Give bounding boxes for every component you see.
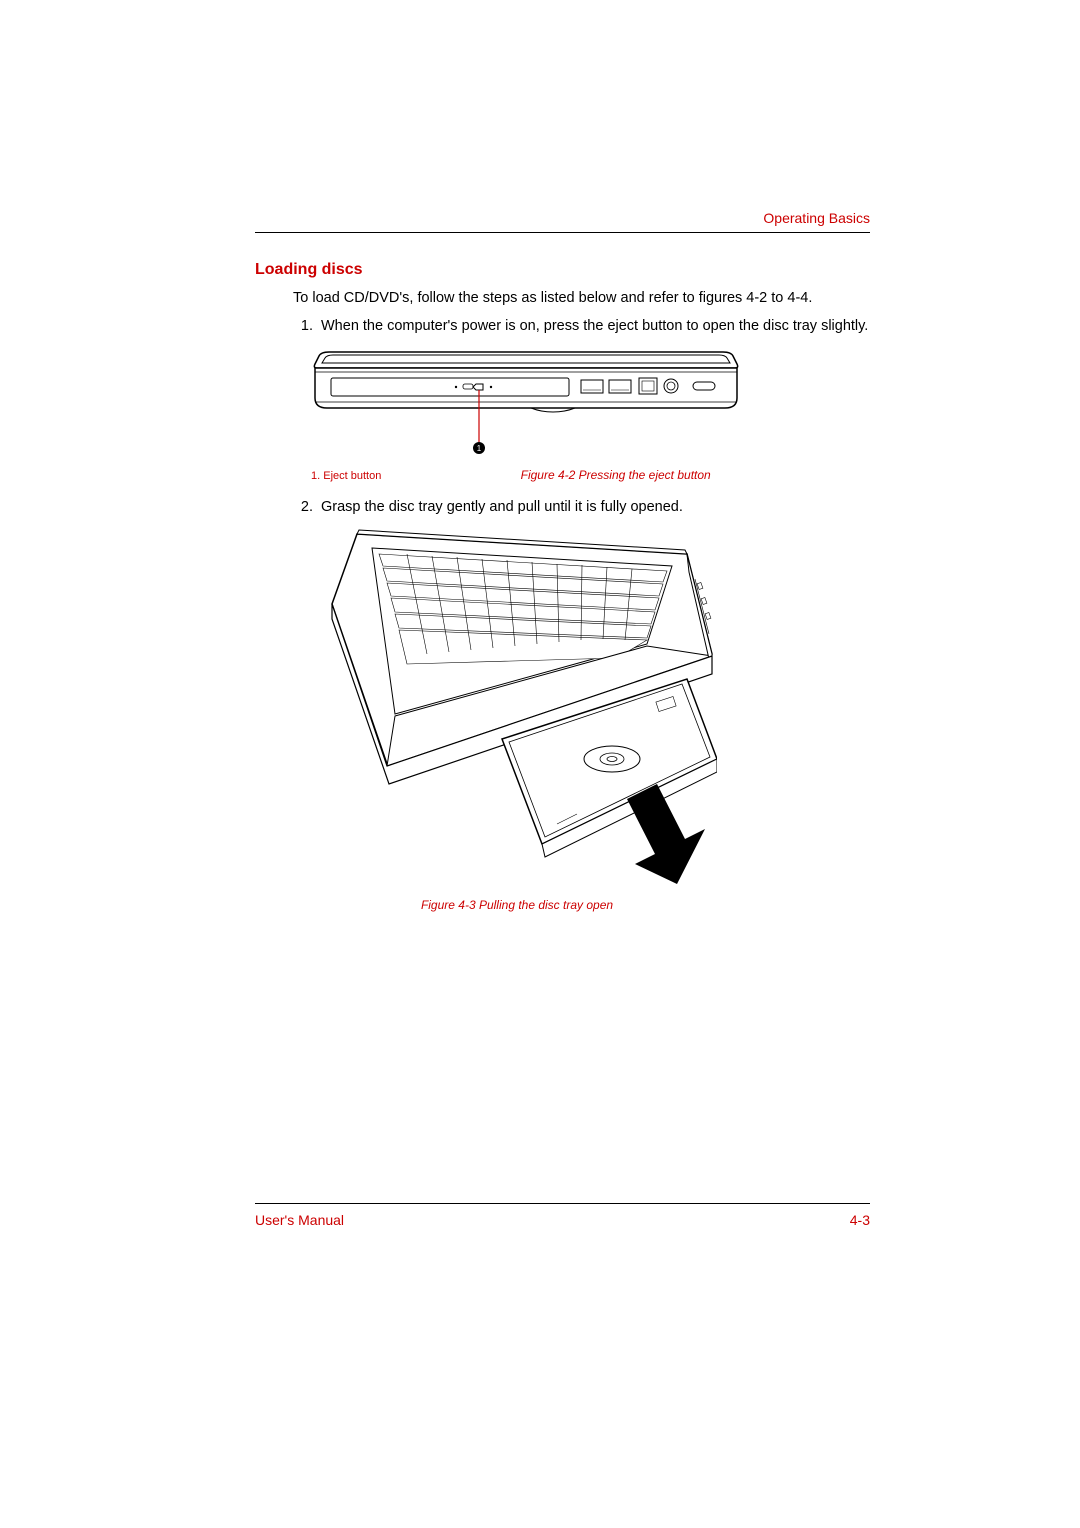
header-section-name: Operating Basics — [763, 210, 870, 226]
figure1-legend: 1. Eject button — [311, 470, 381, 482]
figure1-caption-row: 1. Eject button Figure 4-2 Pressing the … — [311, 464, 870, 492]
figure2-caption: Figure 4-3 Pulling the disc tray open — [317, 898, 717, 912]
footer-left: User's Manual — [255, 1212, 344, 1228]
svg-text:1: 1 — [477, 444, 482, 453]
footer-right: 4-3 — [850, 1212, 870, 1228]
steps-list-2: Grasp the disc tray gently and pull unti… — [293, 498, 870, 518]
step-2: Grasp the disc tray gently and pull unti… — [317, 498, 870, 518]
figure-4-3: Figure 4-3 Pulling the disc tray open — [317, 524, 870, 912]
step-1: When the computer's power is on, press t… — [317, 317, 870, 337]
figure-4-2: 1 1. Eject button Figure 4-2 Pressing th… — [311, 350, 870, 492]
figure1-caption: Figure 4-2 Pressing the eject button — [421, 468, 870, 482]
laptop-side-illustration: 1 — [311, 350, 741, 460]
pull-arrow-icon — [627, 784, 705, 884]
page: Operating Basics Loading discs To load C… — [0, 0, 1080, 1528]
intro-paragraph: To load CD/DVD's, follow the steps as li… — [293, 289, 870, 309]
steps-list: When the computer's power is on, press t… — [293, 317, 870, 337]
section-title: Loading discs — [255, 261, 870, 279]
laptop-tray-illustration — [317, 524, 717, 894]
footer: User's Manual 4-3 — [255, 1203, 870, 1228]
header-row: Operating Basics — [255, 210, 870, 233]
